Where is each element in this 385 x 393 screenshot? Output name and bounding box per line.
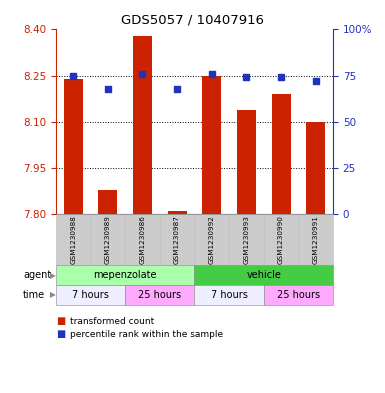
Bar	[237, 110, 256, 214]
Bar	[202, 75, 221, 214]
Text: mepenzolate: mepenzolate	[94, 270, 157, 280]
Text: 25 hours: 25 hours	[138, 290, 181, 300]
Text: ■: ■	[56, 316, 65, 326]
Text: 7 hours: 7 hours	[72, 290, 109, 300]
Text: GSM1230992: GSM1230992	[209, 215, 215, 264]
Text: GSM1230988: GSM1230988	[70, 215, 76, 264]
Text: GDS5057 / 10407916: GDS5057 / 10407916	[121, 14, 264, 27]
Point	[174, 85, 180, 92]
Text: GSM1230993: GSM1230993	[243, 215, 249, 264]
Bar	[167, 211, 187, 214]
Text: agent: agent	[23, 270, 51, 280]
Point	[278, 74, 284, 81]
Point	[243, 74, 249, 81]
Text: vehicle: vehicle	[246, 270, 281, 280]
Text: time: time	[23, 290, 45, 300]
Point	[139, 71, 146, 77]
Bar	[306, 122, 325, 214]
Point	[209, 71, 215, 77]
Text: GSM1230989: GSM1230989	[105, 215, 111, 264]
Text: transformed count: transformed count	[70, 317, 155, 325]
Bar	[133, 36, 152, 214]
Text: GSM1230987: GSM1230987	[174, 215, 180, 264]
Bar	[64, 79, 83, 214]
Text: 7 hours: 7 hours	[211, 290, 248, 300]
Point	[313, 78, 319, 84]
Text: GSM1230990: GSM1230990	[278, 215, 284, 264]
Text: percentile rank within the sample: percentile rank within the sample	[70, 330, 224, 338]
Text: 25 hours: 25 hours	[277, 290, 320, 300]
Bar	[98, 189, 117, 214]
Text: GSM1230986: GSM1230986	[139, 215, 146, 264]
Bar	[271, 94, 291, 214]
Point	[105, 85, 111, 92]
Point	[70, 72, 76, 79]
Text: ▶: ▶	[50, 271, 56, 279]
Text: ■: ■	[56, 329, 65, 339]
Text: ▶: ▶	[50, 290, 56, 299]
Text: GSM1230991: GSM1230991	[313, 215, 319, 264]
